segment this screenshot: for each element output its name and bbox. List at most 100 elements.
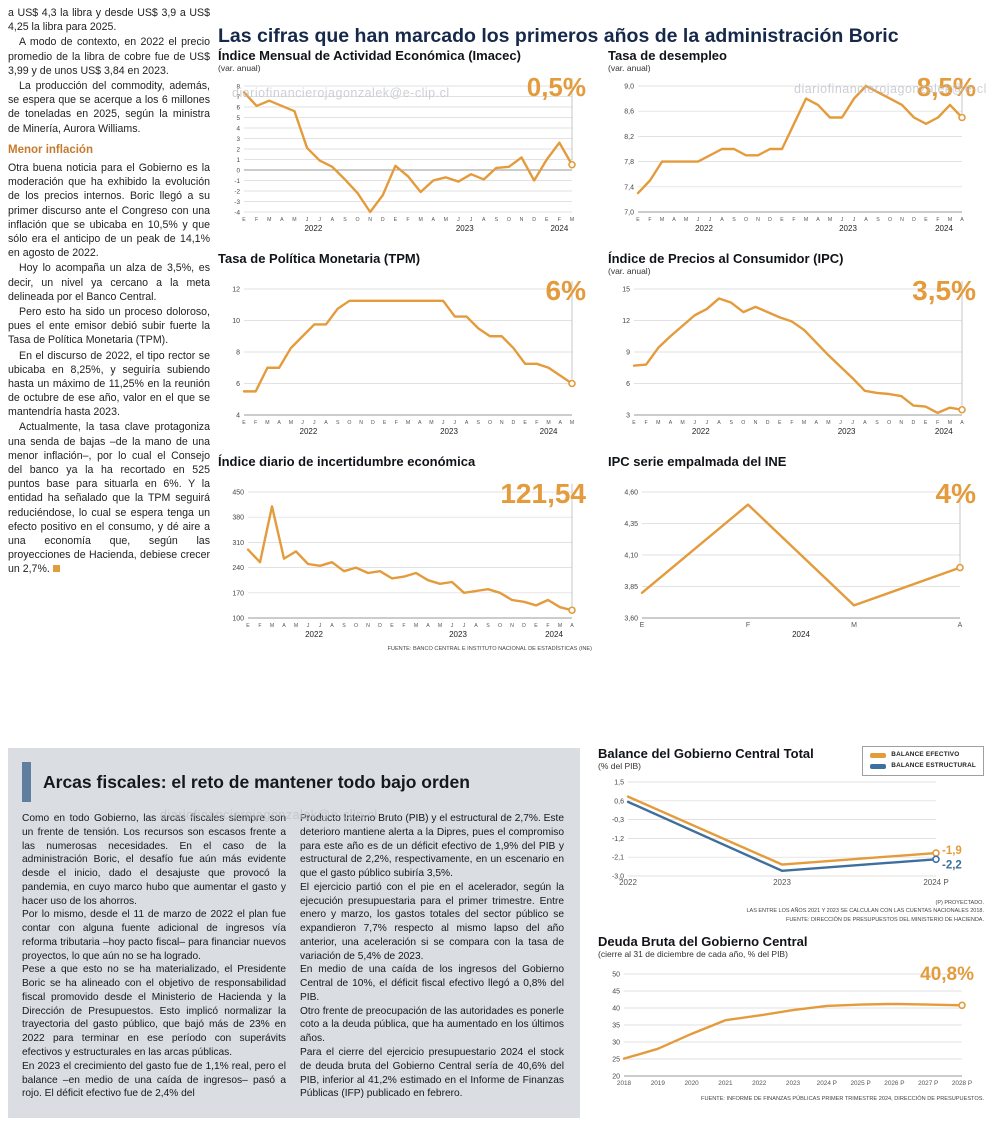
svg-text:D: D — [532, 217, 536, 223]
svg-text:7,8: 7,8 — [624, 159, 634, 166]
svg-text:-2,1: -2,1 — [612, 855, 624, 862]
svg-text:M: M — [438, 623, 442, 629]
svg-text:A: A — [720, 217, 724, 223]
svg-text:2022: 2022 — [752, 1080, 767, 1087]
svg-text:J: J — [470, 217, 473, 223]
chart-notes: (P) PROYECTADO. LAS ENTRE LOS AÑOS 2021 … — [746, 900, 984, 923]
svg-text:M: M — [828, 217, 832, 223]
svg-text:M: M — [292, 217, 296, 223]
svg-text:O: O — [741, 420, 745, 426]
svg-text:7,0: 7,0 — [624, 210, 634, 217]
svg-text:J: J — [697, 217, 700, 223]
svg-text:E: E — [242, 420, 246, 426]
chart-subtitle: (var. anual) — [608, 266, 651, 276]
svg-text:3: 3 — [626, 413, 630, 420]
arcas-paragraph: Otro frente de preocupación de las autor… — [300, 1005, 564, 1045]
svg-text:A: A — [277, 420, 281, 426]
svg-text:J: J — [457, 217, 460, 223]
svg-text:N: N — [900, 217, 904, 223]
arcas-paragraph: Para el cierre del ejercicio presupuesta… — [300, 1047, 564, 1100]
svg-text:6: 6 — [236, 381, 240, 388]
article-paragraph: En el discurso de 2022, el tipo rector s… — [8, 349, 210, 419]
chart-imacec: Índice Mensual de Actividad Económica (I… — [218, 48, 592, 239]
svg-text:M: M — [406, 420, 410, 426]
svg-text:O: O — [356, 217, 360, 223]
value-label: 6% — [545, 275, 586, 306]
svg-text:M: M — [660, 217, 664, 223]
svg-text:F: F — [936, 420, 939, 426]
svg-text:2020: 2020 — [684, 1080, 699, 1087]
svg-text:J: J — [463, 623, 466, 629]
svg-text:F: F — [406, 217, 409, 223]
svg-text:M: M — [270, 623, 274, 629]
svg-text:A: A — [474, 623, 478, 629]
svg-text:170: 170 — [232, 590, 244, 597]
svg-text:35: 35 — [612, 1022, 620, 1029]
svg-text:F: F — [936, 217, 939, 223]
svg-text:O: O — [744, 217, 748, 223]
svg-text:A: A — [864, 217, 868, 223]
svg-text:M: M — [570, 420, 574, 426]
svg-text:F: F — [746, 622, 750, 629]
svg-text:M: M — [851, 622, 857, 629]
chart-title: Índice Mensual de Actividad Económica (I… — [218, 48, 521, 63]
article-paragraph: Otra buena noticia para el Gobierno es l… — [8, 162, 210, 260]
svg-text:A: A — [282, 623, 286, 629]
chart-deuda: Deuda Bruta del Gobierno Central (cierre… — [598, 934, 984, 1102]
svg-text:2021: 2021 — [718, 1080, 733, 1087]
svg-text:-0,3: -0,3 — [612, 817, 624, 824]
svg-text:S: S — [342, 623, 346, 629]
svg-text:E: E — [390, 623, 394, 629]
svg-text:3: 3 — [236, 136, 240, 143]
chart-source: FUENTE: BANCO CENTRAL E INSTITUTO NACION… — [387, 646, 592, 652]
chart-title: Índice de Precios al Consumidor (IPC) — [608, 251, 844, 266]
svg-text:2023: 2023 — [449, 630, 467, 639]
svg-text:20: 20 — [612, 1073, 620, 1080]
svg-text:J: J — [706, 420, 709, 426]
legend-label: BALANCE EFECTIVO — [891, 751, 960, 758]
svg-text:40: 40 — [612, 1005, 620, 1012]
svg-text:A: A — [482, 217, 486, 223]
svg-text:2023: 2023 — [838, 427, 856, 436]
chart-subtitle: (% del PIB) — [598, 761, 641, 771]
arcas-column-1: Como en todo Gobierno, las arcas fiscale… — [22, 812, 286, 1101]
svg-text:A: A — [559, 420, 563, 426]
svg-text:E: E — [534, 623, 538, 629]
svg-text:2022: 2022 — [304, 224, 322, 233]
svg-text:J: J — [454, 420, 457, 426]
svg-text:-4: -4 — [234, 210, 240, 217]
svg-text:O: O — [888, 217, 892, 223]
svg-text:2: 2 — [236, 147, 240, 154]
svg-text:A: A — [672, 217, 676, 223]
arcas-heading: Arcas fiscales: el reto de mantener todo… — [43, 771, 470, 792]
svg-text:N: N — [366, 623, 370, 629]
svg-text:F: F — [645, 420, 648, 426]
chart-subtitle: (var. anual) — [608, 63, 651, 73]
arcas-paragraph: En medio de una caída de los ingresos de… — [300, 964, 564, 1003]
svg-text:A: A — [324, 420, 328, 426]
svg-text:4: 4 — [236, 413, 240, 420]
svg-text:S: S — [875, 420, 879, 426]
svg-text:2023: 2023 — [773, 878, 791, 887]
desempleo-plot: 9,08,68,27,87,47,0E F M A M J J A S O N D E F M A M J J A S O… — [624, 78, 966, 233]
svg-text:-3,0: -3,0 — [612, 874, 624, 881]
svg-text:2023: 2023 — [786, 1080, 801, 1087]
svg-text:S: S — [876, 217, 880, 223]
chart-subtitle — [218, 266, 592, 277]
svg-text:E: E — [246, 623, 250, 629]
svg-text:M: M — [656, 420, 660, 426]
svg-text:6: 6 — [236, 105, 240, 112]
svg-text:E: E — [632, 420, 636, 426]
svg-text:F: F — [254, 420, 257, 426]
article-end-marker-icon — [52, 565, 60, 573]
svg-text:2025 P: 2025 P — [850, 1080, 870, 1087]
svg-text:O: O — [347, 420, 351, 426]
svg-text:-2,2: -2,2 — [942, 859, 962, 871]
svg-text:J: J — [442, 420, 445, 426]
svg-text:M: M — [265, 420, 269, 426]
chart-incertidumbre: Índice diario de incertidumbre económica… — [218, 454, 592, 652]
svg-text:100: 100 — [232, 616, 244, 623]
svg-text:E: E — [545, 217, 549, 223]
svg-text:M: M — [558, 623, 562, 629]
